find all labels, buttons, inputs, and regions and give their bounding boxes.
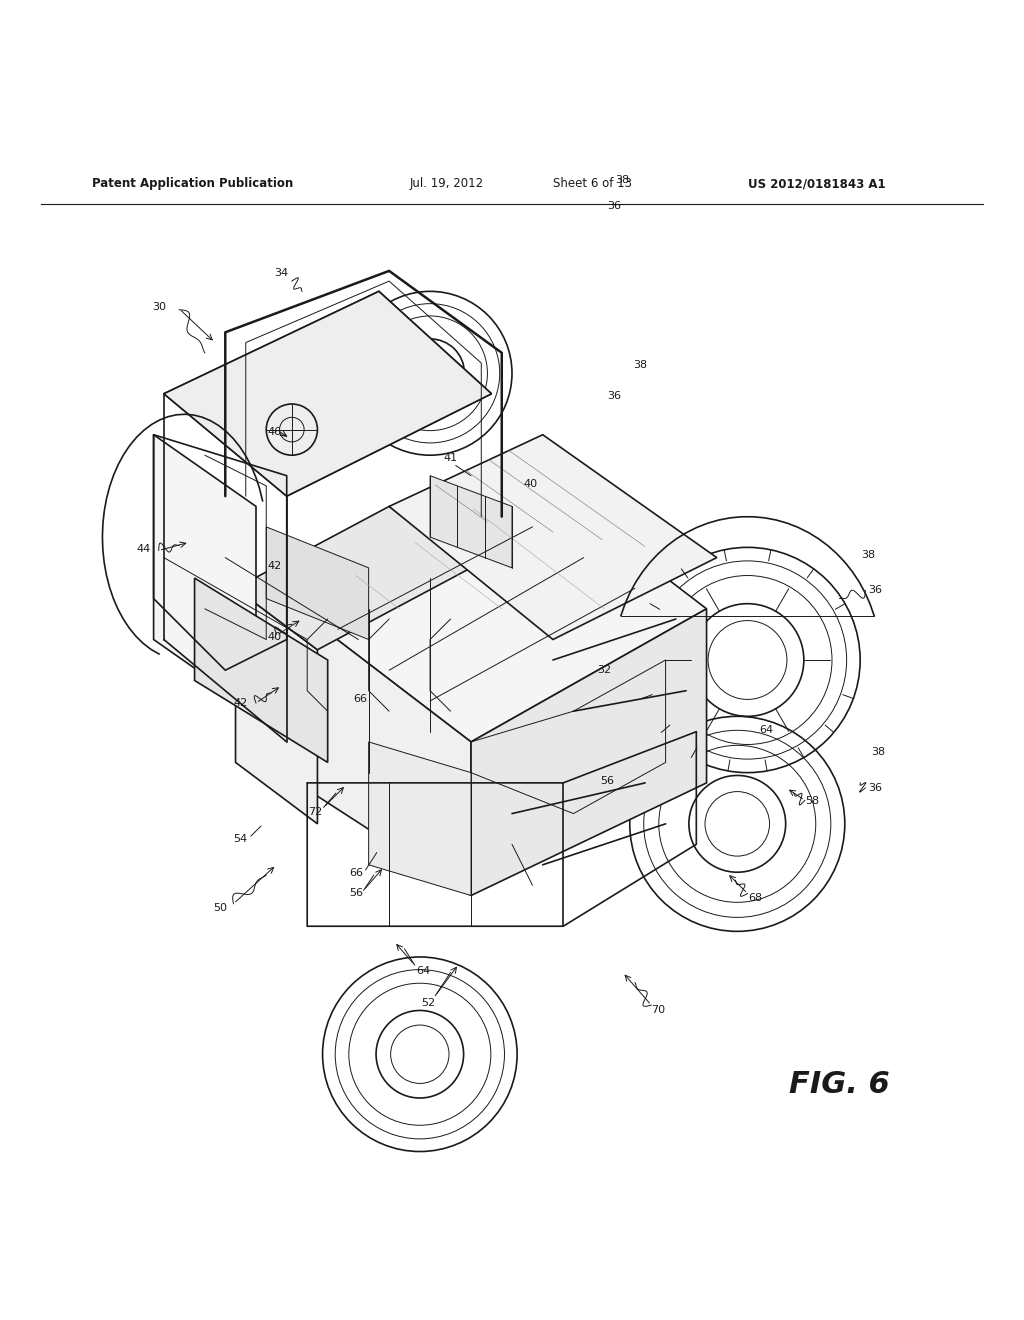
- Polygon shape: [164, 292, 492, 496]
- Text: 30: 30: [152, 302, 166, 312]
- Polygon shape: [297, 475, 707, 742]
- Polygon shape: [471, 609, 707, 895]
- Text: 68: 68: [749, 892, 763, 903]
- Polygon shape: [430, 475, 512, 568]
- Polygon shape: [369, 742, 471, 895]
- Text: 64: 64: [416, 966, 430, 977]
- Text: 52: 52: [421, 998, 435, 1008]
- Text: 40: 40: [523, 479, 538, 488]
- Text: 70: 70: [651, 1006, 666, 1015]
- Text: 38: 38: [871, 747, 886, 758]
- Polygon shape: [389, 434, 717, 639]
- Text: 38: 38: [861, 549, 876, 560]
- Text: 34: 34: [274, 268, 289, 279]
- Text: Jul. 19, 2012: Jul. 19, 2012: [410, 177, 483, 190]
- Text: 50: 50: [213, 903, 227, 913]
- Text: Sheet 6 of 13: Sheet 6 of 13: [553, 177, 632, 190]
- Text: 44: 44: [136, 544, 151, 554]
- Text: 56: 56: [600, 776, 614, 785]
- Text: 72: 72: [308, 807, 323, 817]
- Polygon shape: [195, 578, 328, 763]
- Polygon shape: [297, 609, 471, 895]
- Text: 42: 42: [233, 698, 248, 708]
- Text: 41: 41: [443, 453, 458, 463]
- Text: FIG. 6: FIG. 6: [790, 1071, 890, 1100]
- Polygon shape: [164, 292, 492, 496]
- Text: 64: 64: [759, 725, 773, 735]
- Text: 66: 66: [349, 869, 364, 878]
- Text: 40: 40: [267, 632, 282, 643]
- Text: 38: 38: [615, 174, 630, 185]
- Text: 36: 36: [607, 202, 622, 211]
- Text: 36: 36: [868, 783, 883, 793]
- Polygon shape: [236, 507, 471, 649]
- Text: 38: 38: [633, 360, 647, 370]
- Polygon shape: [266, 527, 369, 639]
- Text: 36: 36: [607, 391, 622, 401]
- Text: 36: 36: [868, 585, 883, 595]
- Text: 58: 58: [805, 796, 819, 807]
- Text: 42: 42: [267, 561, 282, 570]
- Text: Patent Application Publication: Patent Application Publication: [92, 177, 294, 190]
- Polygon shape: [236, 589, 317, 824]
- Text: 56: 56: [349, 888, 364, 899]
- Text: US 2012/0181843 A1: US 2012/0181843 A1: [748, 177, 885, 190]
- Text: 66: 66: [353, 694, 368, 704]
- Text: 54: 54: [233, 834, 248, 845]
- Polygon shape: [154, 434, 256, 711]
- Text: 32: 32: [597, 665, 611, 676]
- Text: 46: 46: [267, 426, 282, 437]
